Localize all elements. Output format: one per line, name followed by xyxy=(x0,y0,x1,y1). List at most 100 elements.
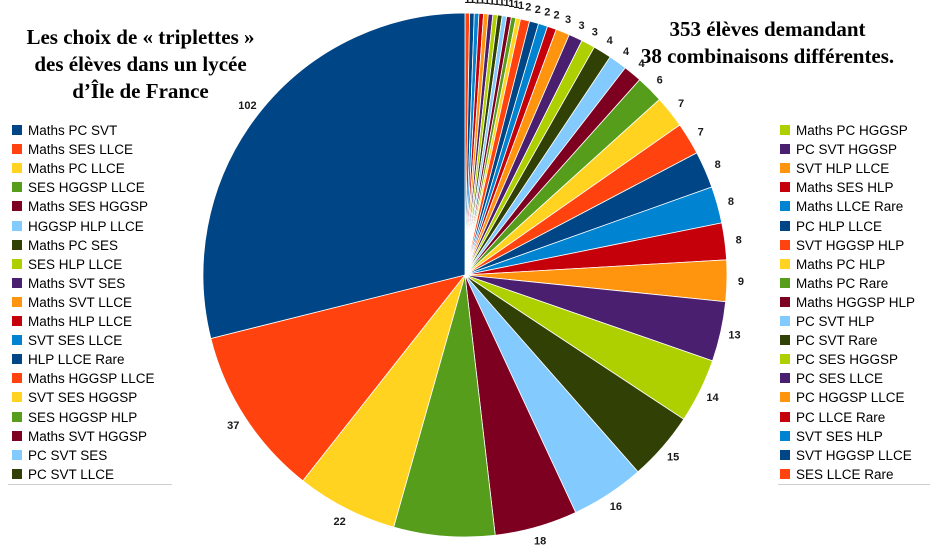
chart-subtitle-line-1: 353 élèves demandant xyxy=(669,17,866,41)
legend-swatch xyxy=(780,335,790,346)
pie-value-label: 14 xyxy=(706,392,719,404)
legend-label: SVT HGGSP HLP xyxy=(796,237,905,253)
legend-swatch xyxy=(12,296,22,307)
pie-value-label: 4 xyxy=(639,58,646,70)
pie-value-label: 1 xyxy=(479,0,485,7)
legend-swatch xyxy=(12,144,22,155)
pie-value-label: 3 xyxy=(592,26,598,38)
chart-subtitle: 353 élèves demandant 38 combinaisons dif… xyxy=(600,16,932,70)
legend-label: Maths SES HGGSP xyxy=(28,199,149,215)
legend-swatch xyxy=(780,258,790,269)
legend-swatch xyxy=(780,411,790,422)
chart-title-line-1: Les choix de « triplettes » xyxy=(26,25,255,49)
legend-swatch xyxy=(780,201,790,212)
pie-slice xyxy=(202,12,466,339)
legend-label: PC SES LLCE xyxy=(796,371,884,387)
legend-label: Maths PC SES xyxy=(28,237,119,253)
pie-value-label: 8 xyxy=(728,196,734,208)
pie-value-label: 4 xyxy=(623,46,630,58)
legend-label: Maths PC LLCE xyxy=(28,161,125,177)
pie-value-label: 22 xyxy=(333,516,345,528)
legend-label: Maths SVT HGGSP xyxy=(28,428,148,444)
legend-swatch xyxy=(12,125,22,135)
legend-swatch xyxy=(780,296,790,307)
legend-label: Maths HGGSP HLP xyxy=(796,294,916,310)
pie-value-label: 8 xyxy=(736,234,742,246)
pie-value-label: 9 xyxy=(738,276,744,288)
legend-label: Maths PC Rare xyxy=(796,275,889,291)
legend-swatch xyxy=(12,430,22,441)
pie-value-label: 37 xyxy=(227,420,239,432)
legend-swatch xyxy=(12,449,22,460)
pie-value-label: 2 xyxy=(554,10,560,22)
pie-value-label: 102 xyxy=(238,100,256,112)
legend-label: SVT SES LLCE xyxy=(28,333,123,349)
legend-swatch xyxy=(12,392,22,403)
legend-label: SES LLCE Rare xyxy=(796,466,894,482)
legend-right: Maths PC HGGSP PC SVT HGGSP SVT HLP LLCE Ma… xyxy=(780,121,930,485)
pie-value-label: 1 xyxy=(518,0,524,12)
legend-label: Maths LLCE Rare xyxy=(796,199,904,215)
pie-value-label: 15 xyxy=(667,451,679,463)
legend-label: PC HGGSP LLCE xyxy=(796,390,905,406)
legend-swatch xyxy=(780,163,790,174)
legend-label: Maths PC HGGSP xyxy=(796,123,908,138)
pie-value-label: 1 xyxy=(474,0,480,6)
legend-swatch xyxy=(12,258,22,269)
legend-swatch xyxy=(12,316,22,326)
legend-swatch xyxy=(780,316,790,326)
legend-label: PC SES HGGSP xyxy=(796,352,899,368)
pie-value-label: 1 xyxy=(494,0,500,8)
legend-swatch xyxy=(12,373,22,384)
legend-swatch xyxy=(780,220,790,231)
legend-label: Maths HGGSP LLCE xyxy=(28,371,155,387)
legend-label: SVT HLP LLCE xyxy=(796,161,890,177)
legend-label: Maths HLP LLCE xyxy=(28,314,133,329)
pie-value-label: 13 xyxy=(728,330,740,342)
legend-swatch xyxy=(780,449,790,460)
pie-value-label: 1 xyxy=(484,0,490,7)
legend-swatch xyxy=(12,239,22,250)
pie-value-label: 1 xyxy=(504,0,510,9)
pie-value-label: 16 xyxy=(610,501,622,513)
legend-label: SES HGGSP LLCE xyxy=(28,180,145,196)
chart-subtitle-line-2: 38 combinaisons différentes. xyxy=(640,44,895,68)
legend-label: SVT SES HLP xyxy=(796,428,883,444)
pie-value-label: 1 xyxy=(469,0,475,6)
pie-value-label: 1 xyxy=(499,0,505,8)
legend-label: Maths SVT LLCE xyxy=(28,294,133,310)
legend-label: PC SVT SES xyxy=(28,447,108,463)
legend-label: Maths SVT SES xyxy=(28,275,126,291)
legend-label: Maths PC HLP xyxy=(796,256,886,272)
legend-label: SVT HGGSP LLCE xyxy=(796,447,912,463)
legend-label: Maths SES LLCE xyxy=(28,142,134,158)
legend-label: PC SVT LLCE xyxy=(28,466,115,482)
legend-left: Maths PC SVT Maths SES LLCE Maths PC LLCE S… xyxy=(12,121,172,485)
legend-label: PC SVT HLP xyxy=(796,314,875,329)
legend-label: HLP LLCE Rare xyxy=(28,352,125,368)
legend-swatch xyxy=(12,220,22,231)
legend-label: SVT SES HGGSP xyxy=(28,390,138,406)
legend-right-divider xyxy=(778,484,930,485)
legend-swatch xyxy=(780,144,790,155)
legend-swatch xyxy=(12,277,22,288)
pie-value-label: 4 xyxy=(607,35,614,47)
legend-swatch xyxy=(780,239,790,250)
pie-value-label: 3 xyxy=(579,20,585,32)
pie-value-label: 1 xyxy=(489,0,495,7)
legend-swatch xyxy=(780,430,790,441)
pie-slices xyxy=(202,12,728,538)
legend-swatch xyxy=(12,468,22,479)
pie-value-label: 3 xyxy=(565,14,571,26)
pie-value-label: 2 xyxy=(544,7,550,19)
pie-value-label: 18 xyxy=(534,536,546,546)
legend-label: PC SVT Rare xyxy=(796,333,878,349)
legend-left-divider xyxy=(8,484,172,485)
legend-label: Maths SES HLP xyxy=(796,180,894,196)
legend-label: HGGSP HLP LLCE xyxy=(28,218,144,234)
legend-swatch xyxy=(780,373,790,384)
pie-slice xyxy=(210,274,467,482)
legend-swatch xyxy=(12,201,22,212)
